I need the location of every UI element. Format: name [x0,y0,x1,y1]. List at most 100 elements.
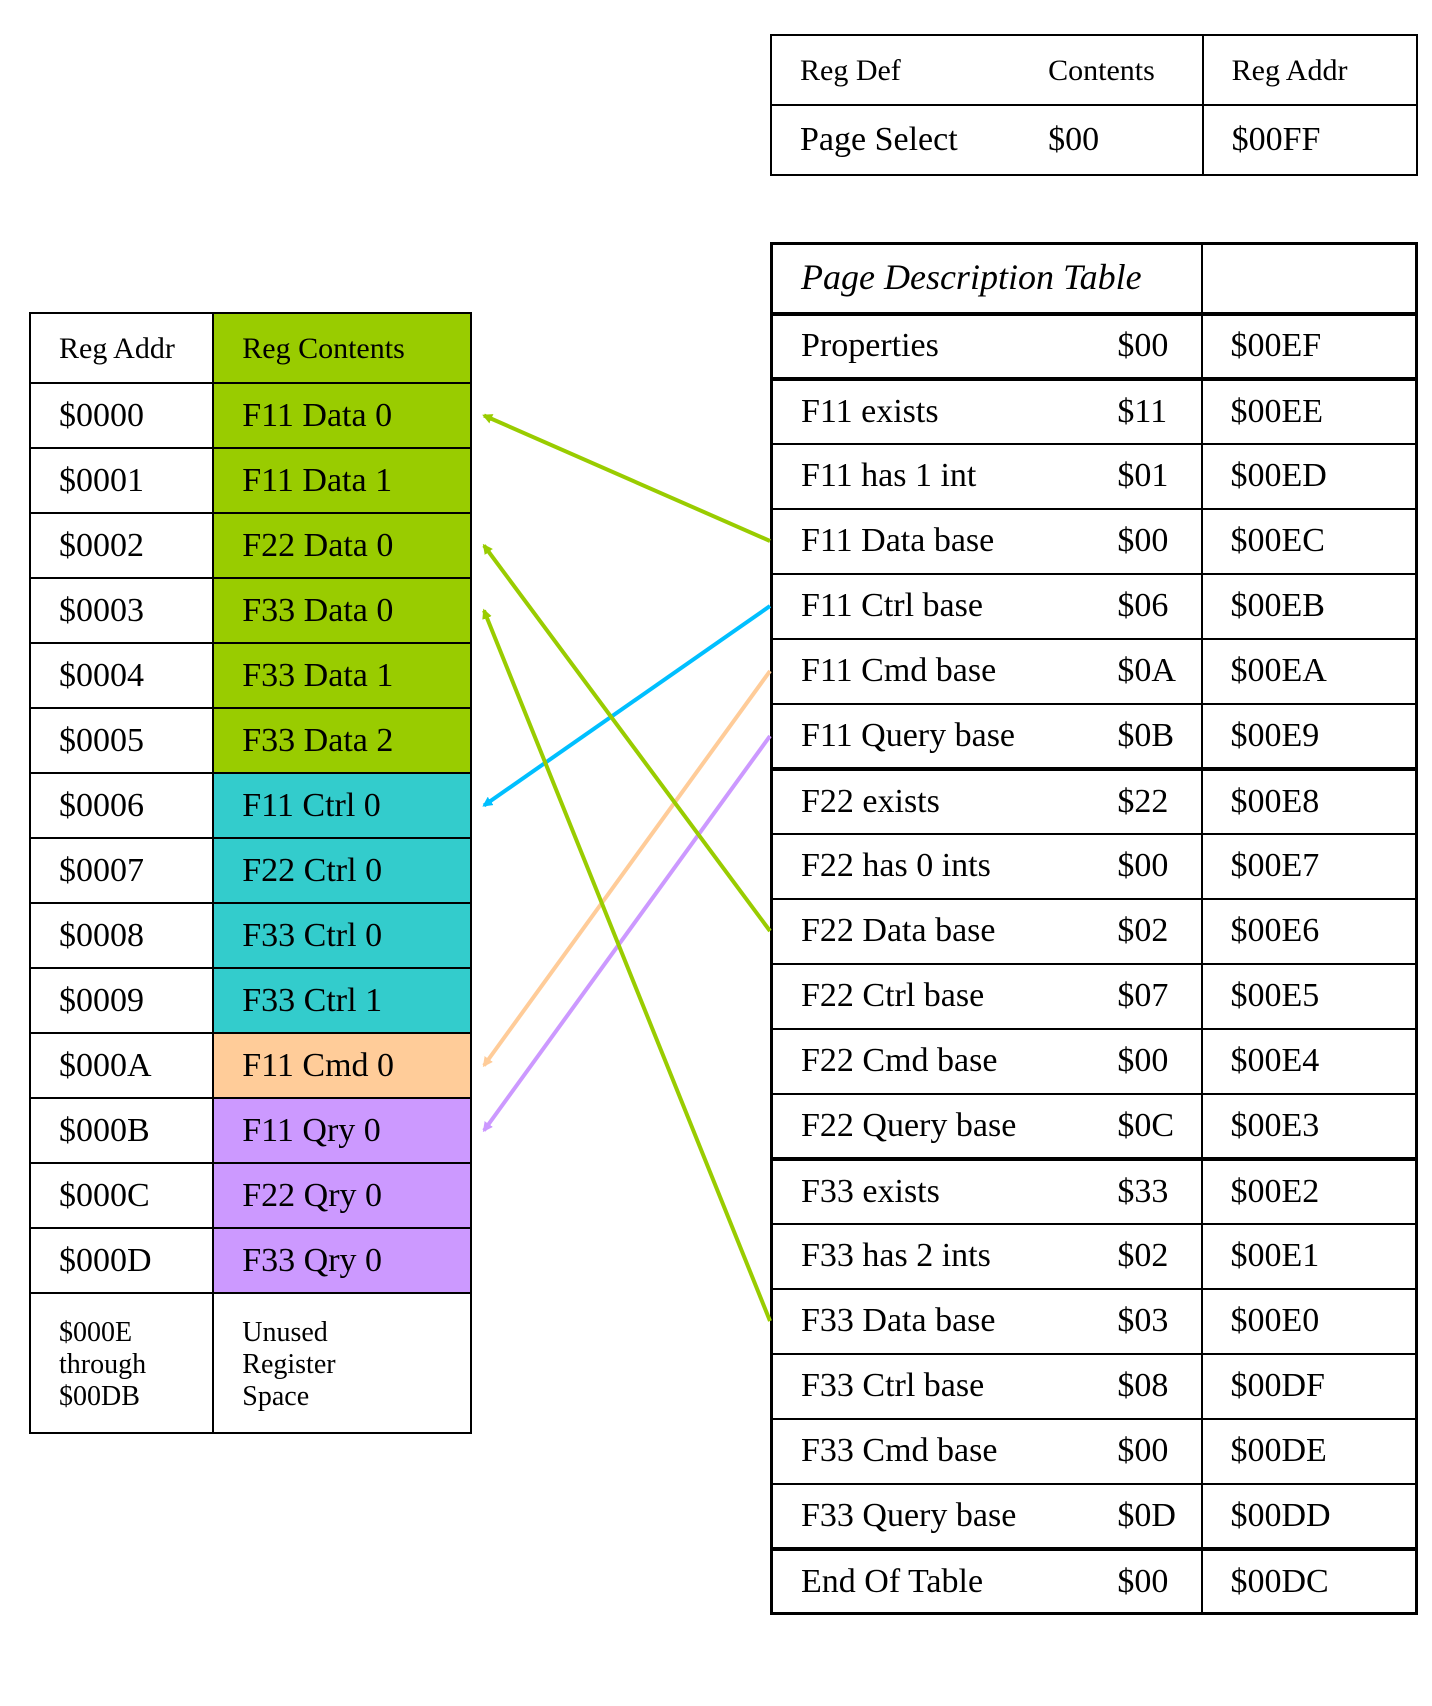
pdt-row: F33 exists $33 $00E2 [770,1156,1418,1225]
pdt-row: Properties $00 $00EF [770,311,1418,380]
arrow-f33-data-base [484,611,772,1322]
regmap-row: $000D F33 Qry 0 [28,1227,472,1294]
header-reg-def: Reg Def [769,34,1049,106]
regmap-addr: $0008 [28,902,215,969]
header-contents: Contents [1048,34,1204,106]
pdt-reg-def: F22 exists [770,766,1118,835]
pdt-reg-addr: $00E1 [1200,1222,1418,1290]
pdt-row: F33 has 2 ints $02 $00E1 [770,1222,1418,1290]
pdt-contents: $01 [1117,442,1203,510]
pdt-reg-def: F33 Cmd base [770,1417,1118,1485]
regmap-contents: F11 Data 0 [212,382,472,449]
regmap-contents: F11 Ctrl 0 [212,772,472,839]
regmap-header-contents: Reg Contents [212,312,472,384]
pdt-reg-def: F33 Query base [770,1482,1118,1550]
arrow-f11-query-base [482,734,772,1131]
regmap-contents: F11 Cmd 0 [212,1032,472,1099]
pdt-reg-def: F22 Ctrl base [770,962,1118,1030]
regmap-addr: $0009 [28,967,215,1034]
regmap-unused-row: $000E through $00DB Unused Register Spac… [28,1292,472,1434]
pdt-contents: $0A [1117,637,1203,705]
pdt-reg-def: End Of Table [770,1546,1118,1615]
pdt-reg-def: F11 Ctrl base [770,572,1118,640]
regmap-addr: $0001 [28,447,215,514]
regmap-addr: $0005 [28,707,215,774]
regmap-contents: F33 Ctrl 1 [212,967,472,1034]
pdt-reg-addr: $00E3 [1200,1092,1418,1160]
pdt-contents: $22 [1117,766,1203,835]
regmap-row: $000B F11 Qry 0 [28,1097,472,1164]
regmap-addr: $000A [28,1032,215,1099]
pdt-reg-addr: $00E6 [1200,897,1418,965]
pdt-contents: $07 [1117,962,1203,1030]
unused-addr-line: through [59,1348,147,1380]
regmap-contents: F11 Data 1 [212,447,472,514]
register-map-table: Reg Addr Reg Contents $0000 F11 Data 0 $00… [28,312,472,1434]
pdt-contents: $00 [1117,1027,1203,1095]
pdt-reg-addr: $00E7 [1200,832,1418,900]
pdt-row: F11 has 1 int $01 $00ED [770,442,1418,510]
arrow-f11-data-base [484,416,771,543]
regmap-row: $0008 F33 Ctrl 0 [28,902,472,969]
regmap-contents: F33 Ctrl 0 [212,902,472,969]
pdt-reg-def: F22 Data base [770,897,1118,965]
pdt-contents: $0C [1117,1092,1203,1160]
regmap-contents: F11 Qry 0 [212,1097,472,1164]
regmap-addr: $0003 [28,577,215,644]
pdt-row: F22 Cmd base $00 $00E4 [770,1027,1418,1095]
pdt-reg-def: F22 has 0 ints [770,832,1118,900]
pdt-reg-addr: $00E4 [1200,1027,1418,1095]
pdt-reg-addr: $00DE [1200,1417,1418,1485]
pdt-contents: $02 [1117,897,1203,965]
pdt-row: F11 Ctrl base $06 $00EB [770,572,1418,640]
page-select-header-row: Reg Def Contents Reg Addr [769,34,1419,106]
pdt-row: End Of Table $00 $00DC [770,1546,1418,1615]
pdt-contents: $0D [1117,1482,1203,1550]
regmap-body: $0000 F11 Data 0 $0001 F11 Data 1 $0002 F22 D… [28,382,472,1294]
pdt-row: F33 Query base $0D $00DD [770,1482,1418,1550]
pdt-contents: $06 [1117,572,1203,640]
pdt-contents: $0B [1117,702,1203,770]
page-select-contents: $00 [1048,104,1204,176]
pdt-contents: $00 [1117,1417,1203,1485]
pdt-reg-def: Properties [770,311,1118,380]
regmap-contents: F33 Data 0 [212,577,472,644]
pdt-reg-def: F33 Ctrl base [770,1352,1118,1420]
pdt-title-blank [1200,242,1418,315]
page-select-row: Page Select $00 $00FF [769,104,1419,176]
pdt-reg-addr: $00EC [1200,507,1418,575]
regmap-addr: $0006 [28,772,215,839]
regmap-header-row: Reg Addr Reg Contents [28,312,472,384]
pdt-reg-addr: $00E0 [1200,1287,1418,1355]
unused-addr: $000E through $00DB [28,1292,215,1434]
pdt-contents: $08 [1117,1352,1203,1420]
pdt-row: F22 Query base $0C $00E3 [770,1092,1418,1160]
regmap-addr: $0000 [28,382,215,449]
regmap-row: $0007 F22 Ctrl 0 [28,837,472,904]
pdt-reg-def: F11 Cmd base [770,637,1118,705]
regmap-row: $0009 F33 Ctrl 1 [28,967,472,1034]
regmap-contents: F22 Ctrl 0 [212,837,472,904]
unused-label-line: Unused [242,1316,328,1348]
pdt-contents: $02 [1117,1222,1203,1290]
regmap-addr: $000B [28,1097,215,1164]
regmap-row: $0001 F11 Data 1 [28,447,472,514]
regmap-contents: F33 Qry 0 [212,1227,472,1294]
pdt-row: F22 exists $22 $00E8 [770,766,1418,835]
pdt-row: F22 has 0 ints $00 $00E7 [770,832,1418,900]
pdt-reg-addr: $00EB [1200,572,1418,640]
regmap-row: $0005 F33 Data 2 [28,707,472,774]
regmap-contents: F33 Data 1 [212,642,472,709]
pdt-row: F33 Cmd base $00 $00DE [770,1417,1418,1485]
page-description-table: Page Description Table Properties $00 $00E… [770,242,1418,1615]
unused-addr-line: $00DB [59,1381,140,1413]
pdt-reg-addr: $00E5 [1200,962,1418,1030]
arrow-f11-cmd-base [482,669,772,1066]
pdt-row: F11 Data base $00 $00EC [770,507,1418,575]
pdt-reg-def: F33 has 2 ints [770,1222,1118,1290]
pdt-reg-def: F11 Data base [770,507,1118,575]
regmap-addr: $0007 [28,837,215,904]
pdt-row: F11 Query base $0B $00E9 [770,702,1418,770]
arrow-f11-ctrl-base [484,604,772,808]
page-select-addr: $00FF [1201,104,1419,176]
